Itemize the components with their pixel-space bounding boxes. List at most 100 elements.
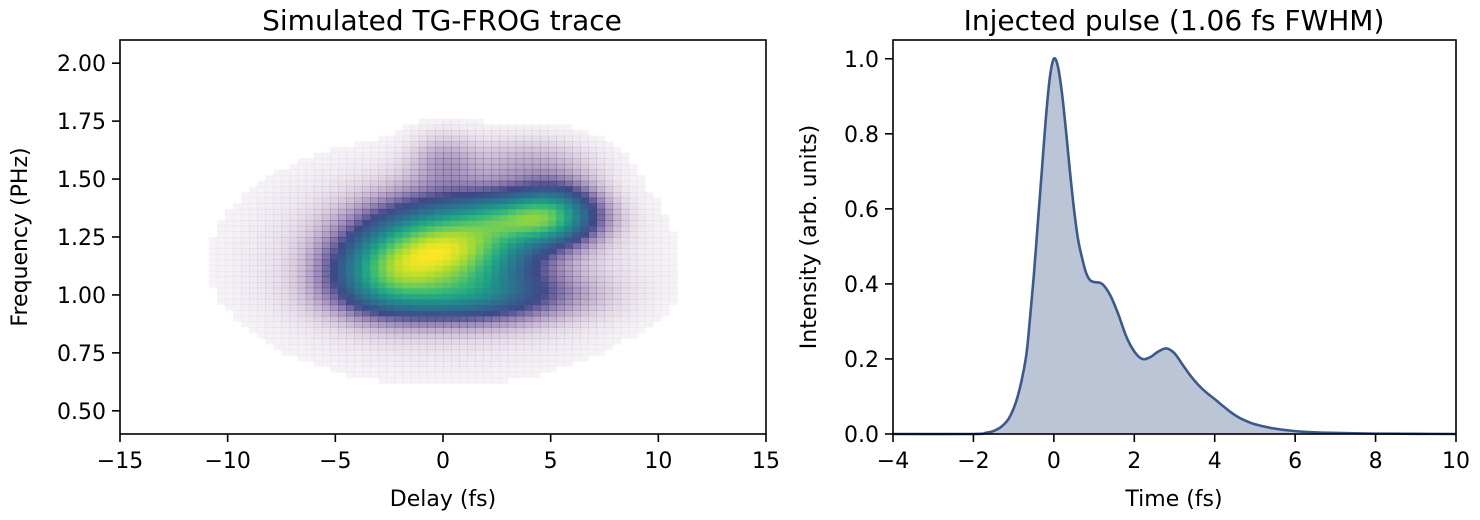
heatmap-cell — [652, 203, 662, 210]
heatmap-cell — [539, 265, 549, 272]
heatmap-cell — [612, 287, 622, 294]
heatmap-cell — [564, 186, 573, 193]
heatmap-cell — [224, 265, 234, 272]
heatmap-cell — [426, 118, 436, 126]
heatmap-cell — [386, 191, 396, 199]
heatmap-cell — [604, 163, 614, 171]
heatmap-cell — [483, 265, 493, 272]
heatmap-cell — [346, 327, 355, 334]
heatmap-cell — [362, 180, 371, 187]
heatmap-cell — [539, 191, 549, 199]
heatmap-cell — [636, 310, 646, 317]
heatmap-cell — [241, 270, 250, 277]
heatmap-cell — [652, 242, 662, 249]
heatmap-cell — [241, 315, 250, 323]
heatmap-cell — [467, 298, 476, 306]
heatmap-cell — [547, 310, 557, 317]
heatmap-cell — [394, 310, 404, 317]
heatmap-cell — [346, 220, 355, 227]
heatmap-cell — [329, 360, 339, 368]
heatmap-cell — [338, 214, 347, 221]
heatmap-cell — [289, 237, 299, 244]
heatmap-cell — [313, 298, 323, 306]
heatmap-cell — [483, 310, 493, 317]
heatmap-cell — [572, 175, 581, 182]
heatmap-cell — [467, 118, 476, 126]
heatmap-cell — [636, 237, 646, 244]
heatmap-cell — [628, 242, 638, 249]
heatmap-cell — [313, 315, 323, 323]
heatmap-cell — [475, 203, 484, 210]
heatmap-cell — [556, 287, 565, 294]
heatmap-cell — [321, 360, 331, 368]
heatmap-cell — [443, 343, 452, 351]
heatmap-cell — [289, 310, 299, 317]
heatmap-cell — [572, 214, 581, 221]
heatmap-cell — [386, 332, 396, 339]
heatmap-cell — [394, 158, 404, 165]
heatmap-cell — [499, 332, 509, 339]
heatmap-cell — [386, 169, 396, 176]
heatmap-cell — [354, 372, 363, 379]
heatmap-cell — [523, 203, 533, 210]
heatmap-cell — [418, 282, 428, 289]
heatmap-cell — [410, 360, 420, 368]
heatmap-cell — [338, 298, 347, 306]
heatmap-cell — [475, 169, 484, 176]
heatmap-cell — [547, 203, 557, 210]
heatmap-cell — [426, 282, 436, 289]
heatmap-cell — [362, 158, 371, 165]
heatmap-cell — [661, 265, 670, 272]
heatmap-cell — [313, 270, 323, 277]
heatmap-cell — [483, 242, 493, 249]
heatmap-cell — [257, 253, 266, 261]
heatmap-cell — [612, 163, 622, 171]
heatmap-cell — [564, 135, 573, 142]
heatmap-cell — [346, 203, 355, 210]
heatmap-cell — [249, 225, 258, 232]
heatmap-cell — [507, 355, 517, 362]
heatmap-cell — [305, 310, 315, 317]
heatmap-cell — [321, 231, 331, 238]
heatmap-cell — [451, 152, 460, 159]
heatmap-cell — [394, 265, 404, 272]
heatmap-cell — [354, 163, 363, 171]
heatmap-cell — [289, 169, 299, 176]
heatmap-cell — [410, 214, 420, 221]
heatmap-cell — [370, 366, 379, 373]
heatmap-cell — [451, 310, 460, 317]
heatmap-cell — [394, 338, 404, 345]
heatmap-cell — [491, 276, 501, 283]
heatmap-cell — [572, 169, 581, 176]
heatmap-cell — [297, 220, 307, 227]
heatmap-cell — [547, 349, 557, 356]
heatmap-cell — [434, 265, 444, 272]
heatmap-cell — [491, 231, 501, 238]
heatmap-cell — [410, 293, 420, 300]
heatmap-cell — [338, 332, 347, 339]
heatmap-cell — [588, 214, 598, 221]
heatmap-cell — [402, 225, 412, 232]
heatmap-cell — [604, 270, 614, 277]
heatmap-cell — [451, 366, 460, 373]
heatmap-cell — [499, 338, 509, 345]
heatmap-cell — [386, 377, 396, 384]
heatmap-cell — [661, 293, 670, 300]
heatmap-cell — [572, 180, 581, 187]
heatmap-cell — [539, 237, 549, 244]
heatmap-cell — [491, 321, 501, 328]
heatmap-cell — [434, 287, 444, 294]
heatmap-cell — [515, 124, 525, 131]
heatmap-cell — [507, 169, 517, 176]
heatmap-cell — [281, 180, 291, 187]
heatmap-cell — [386, 197, 396, 204]
heatmap-cell — [362, 310, 371, 317]
heatmap-cell — [321, 248, 331, 255]
heatmap-cell — [443, 180, 452, 187]
heatmap-cell — [418, 141, 428, 148]
heatmap-cell — [467, 327, 476, 334]
heatmap-cell — [443, 321, 452, 328]
heatmap-cell — [402, 124, 412, 131]
heatmap-cell — [329, 253, 339, 261]
heatmap-cell — [580, 332, 589, 339]
